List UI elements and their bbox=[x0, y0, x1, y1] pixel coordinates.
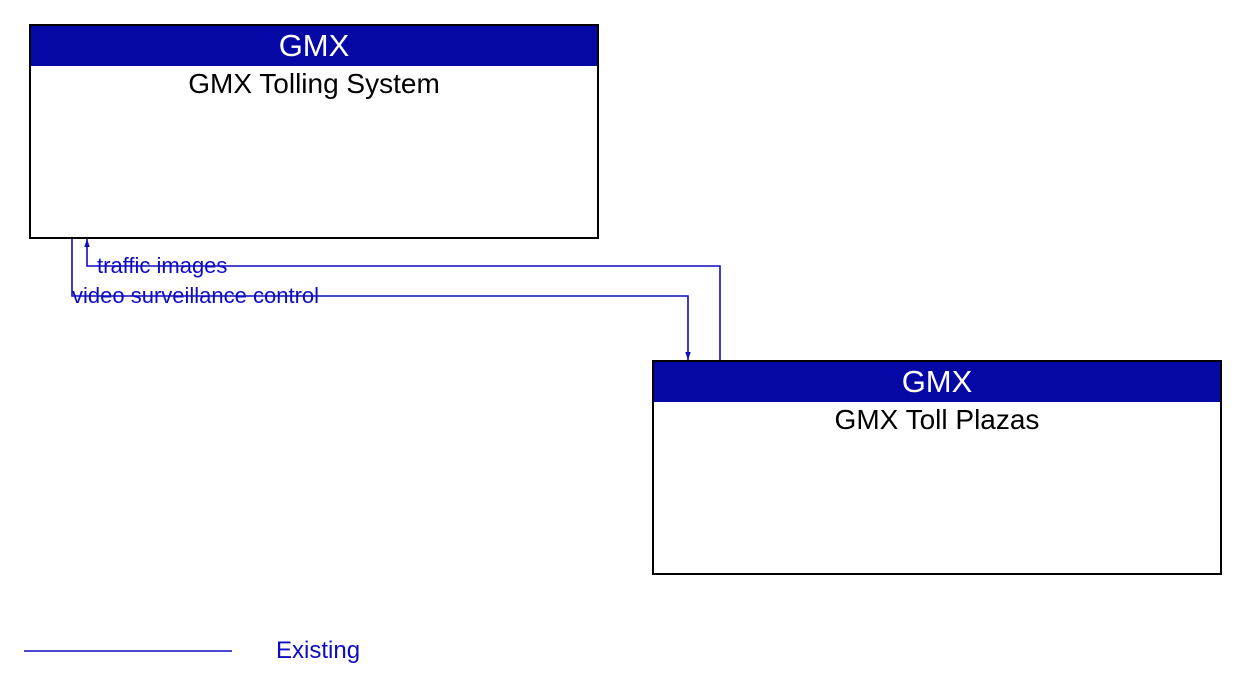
node-header: GMX bbox=[654, 362, 1220, 402]
node-title-text: GMX Tolling System bbox=[188, 68, 440, 99]
edge-arrow-video_surveillance_control bbox=[685, 352, 691, 360]
node-title-text: GMX Toll Plazas bbox=[835, 404, 1040, 435]
edge-label-video-surveillance-control: video surveillance control bbox=[72, 283, 319, 309]
edge-arrow-traffic_images bbox=[84, 239, 90, 247]
legend-label: Existing bbox=[276, 637, 360, 665]
edge-label-traffic-images: traffic images bbox=[97, 253, 227, 279]
node-header-text: GMX bbox=[902, 364, 973, 399]
node-title: GMX Toll Plazas bbox=[654, 402, 1220, 436]
node-header: GMX bbox=[31, 26, 597, 66]
node-gmx-toll-plazas: GMX GMX Toll Plazas bbox=[652, 360, 1222, 575]
edge-label-text: traffic images bbox=[97, 253, 227, 278]
legend-label-text: Existing bbox=[276, 637, 360, 664]
edge-label-text: video surveillance control bbox=[72, 283, 319, 308]
node-gmx-tolling-system: GMX GMX Tolling System bbox=[29, 24, 599, 239]
diagram-canvas: GMX GMX Tolling System GMX GMX Toll Plaz… bbox=[0, 0, 1252, 688]
node-header-text: GMX bbox=[279, 28, 350, 63]
node-title: GMX Tolling System bbox=[31, 66, 597, 100]
